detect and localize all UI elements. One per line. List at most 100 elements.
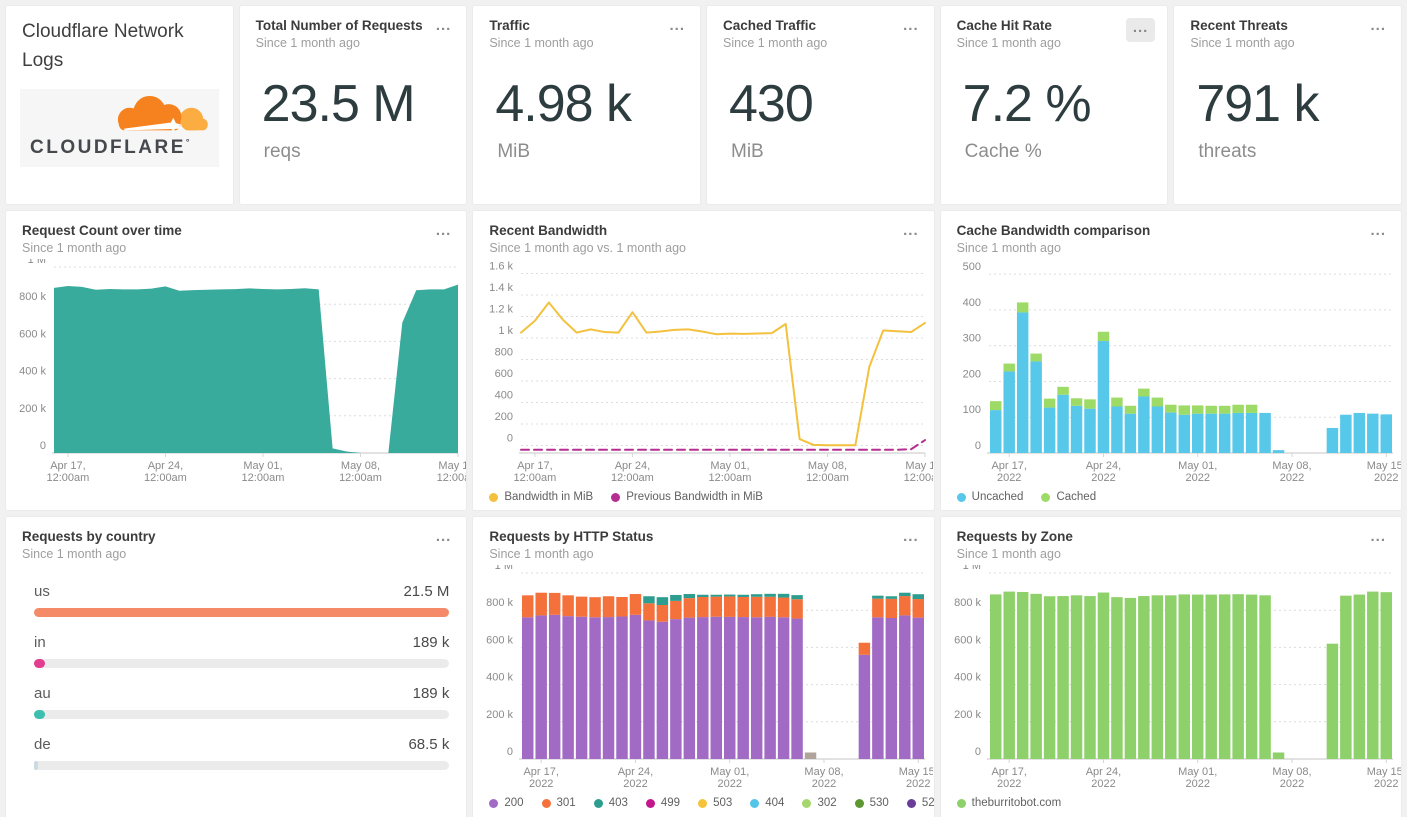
legend-item[interactable]: 503 [698,797,732,809]
requests-by-zone-svg: 1 M 800 k 600 k 400 k 200 k 0 Apr 17, 2022 Apr 2… [954,560,1401,790]
panel-title: Recent Bandwidth [489,223,608,238]
legend-item[interactable]: Previous Bandwidth in MiB [611,491,763,503]
panel-menu-button[interactable]: ... [1367,529,1389,545]
legend-item[interactable]: 499 [645,797,680,809]
panel-title: Cache Bandwidth comparison [956,223,1151,238]
legend-dot [802,798,812,808]
svg-text:May 01,12:00am: May 01, 12:00am [242,460,285,484]
panel-title: Requests by HTTP Status [489,529,654,544]
panel-subtitle: Since 1 month ago [255,36,360,50]
legend-item[interactable]: Uncached [956,491,1023,503]
svg-text:200 k: 200 k [19,403,46,415]
requests-by-http-status-chart[interactable]: 1 M 800 k 600 k 400 k 200 k 0 Apr 17, 2022 Apr 2… [473,560,933,793]
svg-text:800 k: 800 k [954,597,981,609]
svg-text:May 15,12:00am: May 15,12:00am [904,460,933,484]
legend-label: theburritobot.com [971,797,1062,809]
svg-text:800: 800 [495,346,513,358]
legend-item[interactable]: 530 [854,797,889,809]
stat-unit: MiB [497,141,531,162]
panel-menu-button[interactable]: ... [1367,223,1389,239]
svg-text:Apr 24,2022: Apr 24, 2022 [1085,766,1120,790]
svg-text:0: 0 [975,440,981,452]
legend-dot [1041,492,1051,502]
svg-text:Apr 24,12:00am: Apr 24, 12:00am [611,460,654,484]
request-count-chart[interactable]: 1 M 800 k 600 k 400 k 200 k 0 Apr 17, 12:00am Ap… [6,254,466,487]
recent-bandwidth-legend: Bandwidth in MiB Previous Bandwidth in Mi… [473,487,933,507]
legend-item[interactable]: 301 [541,797,576,809]
legend-item[interactable]: 403 [593,797,628,809]
legend-dot [645,798,655,808]
panel-subtitle: Since 1 month ago [489,547,594,561]
panel-title: Traffic [489,18,530,33]
panel-menu-button[interactable]: ... [900,223,922,239]
legend-item[interactable]: 404 [750,797,784,809]
panel-menu-button[interactable]: ... [433,529,455,545]
svg-text:Apr 24,2022: Apr 24, 2022 [1085,460,1120,484]
country-label: in [34,634,46,651]
legend-item[interactable]: 200 [489,797,524,809]
country-row-de: de 68.5 k [34,736,450,770]
legend-label: 200 [504,797,524,809]
recent-bandwidth-chart[interactable]: 1.6 k 1.4 k 1.2 k 1 k 800 600 400 200 0 Apr 17, 12… [473,259,933,487]
legend-label: Cached [1056,491,1097,503]
requests-by-zone-chart[interactable]: 1 M 800 k 600 k 400 k 200 k 0 Apr 17, 2022 Apr 2… [941,560,1401,793]
legend-label: Previous Bandwidth in MiB [626,491,763,503]
legend-item[interactable]: 302 [802,797,837,809]
panel-menu-button[interactable]: ... [900,529,922,545]
svg-text:800 k: 800 k [486,597,513,609]
country-row-au: au 189 k [34,685,450,719]
svg-text:0: 0 [975,746,981,758]
svg-text:May 08,2022: May 08, 2022 [1272,460,1311,484]
legend-dot [611,492,621,502]
legend-item[interactable]: Bandwidth in MiB [489,491,593,503]
requests-by-http-status-legend: 200301403499503404302530526524 [473,793,935,813]
legend-dot [854,798,864,808]
legend-label: 526 [921,797,935,809]
panel-subtitle: Since 1 month ago [956,547,1061,561]
middle-charts-row: Request Count over time Since 1 month ag… [5,210,1402,511]
country-label: de [34,736,51,753]
panel-traffic: Traffic Since 1 month ago ... 4.98 k MiB [472,5,701,205]
panel-recent-bandwidth: Recent Bandwidth Since 1 month ago vs. 1… [472,210,935,511]
panel-menu-button[interactable]: ... [666,18,688,34]
svg-text:300: 300 [962,333,980,345]
panel-menu-button[interactable]: ... [433,18,455,34]
panel-requests-by-http-status: Requests by HTTP Status Since 1 month ag… [472,516,935,817]
svg-text:400 k: 400 k [954,672,981,684]
panel-title: Recent Threats [1190,18,1288,33]
legend-label: 530 [869,797,889,809]
recent-bandwidth-svg: 1.6 k 1.4 k 1.2 k 1 k 800 600 400 200 0 Apr 17, 12… [489,260,933,484]
legend-label: 301 [556,797,576,809]
stat-unit: threats [1198,141,1257,162]
requests-by-country-gauge: us 21.5 M in 189 k au 189 k de 68.5 k [6,561,466,770]
panel-subtitle: Since 1 month ago [22,547,127,561]
panel-menu-button[interactable]: ... [1367,18,1389,34]
cache-bandwidth-chart[interactable]: 500 400 300 200 100 0 Apr 17, 2022 Apr 24, 2022 Ma… [941,259,1401,487]
legend-item[interactable]: theburritobot.com [956,797,1062,809]
svg-text:May 15,2022: May 15,2022 [1366,766,1400,790]
stat-value: 430 [729,75,814,133]
panel-menu-button[interactable]: ... [433,223,455,239]
svg-text:0: 0 [507,746,513,758]
cloudflare-wordmark: CLOUDFLARE° [30,137,190,158]
country-label: us [34,583,50,600]
svg-text:1 M: 1 M [495,565,513,572]
svg-text:May 01,12:00am: May 01, 12:00am [709,460,752,484]
legend-label: 302 [817,797,837,809]
panel-title: Total Number of Requests [255,18,423,33]
svg-text:1 k: 1 k [499,325,514,337]
legend-item[interactable]: Cached [1041,491,1096,503]
country-bar-track [34,761,450,770]
svg-text:400: 400 [962,297,980,309]
svg-text:Apr 24,12:00am: Apr 24, 12:00am [144,460,187,484]
svg-text:May 08,2022: May 08, 2022 [1272,766,1311,790]
svg-text:May 01,2022: May 01, 2022 [1178,766,1217,790]
country-bar-fill [34,659,45,668]
stat-value: 7.2 % [962,75,1092,133]
panel-recent-threats: Recent Threats Since 1 month ago ... 791… [1173,5,1402,205]
panel-title: Cache Hit Rate [956,18,1052,33]
panel-menu-button[interactable]: ... [1125,18,1156,42]
legend-dot [489,798,499,808]
panel-menu-button[interactable]: ... [900,18,922,34]
legend-item[interactable]: 526 [906,797,935,809]
